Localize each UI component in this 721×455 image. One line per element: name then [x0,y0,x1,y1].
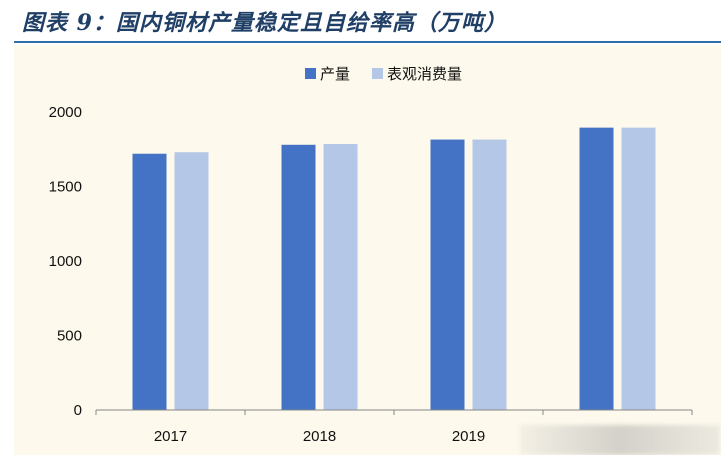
bar-2018-series-1 [323,144,358,410]
y-axis: 0 500 1000 1500 2000 [49,104,82,419]
y-tick-label: 1500 [49,179,82,196]
chart-title: 图表 9：国内铜材产量稳定且自给率高（万吨） [22,10,507,36]
legend-label-1: 表观消费量 [387,65,462,83]
watermark [520,425,720,455]
legend-swatch-0 [305,68,316,79]
y-tick-label: 1000 [49,253,82,270]
bar-2019-series-1 [472,139,507,410]
legend-swatch-1 [372,68,383,79]
bar-2017-series-1 [174,152,209,411]
title-bar: 图表 9：国内铜材产量稳定且自给率高（万吨） [0,0,721,42]
x-tick-label: 2018 [303,428,336,445]
bars [132,127,656,411]
bar-cat3-series-0 [579,127,614,411]
x-axis: 2017 2018 2019 [95,409,693,445]
bar-2017-series-0 [132,153,167,410]
bar-2018-series-0 [281,144,316,410]
x-tick-label: 2019 [452,428,485,445]
bar-2019-series-0 [430,139,465,410]
bar-cat3-series-1 [621,127,656,411]
legend: 产量 表观消费量 [305,65,462,83]
x-tick-label: 2017 [154,428,187,445]
title-rule [14,41,721,43]
legend-label-0: 产量 [320,65,350,83]
y-tick-label: 2000 [49,104,82,121]
y-tick-label: 0 [74,402,82,419]
y-tick-label: 500 [57,328,82,345]
